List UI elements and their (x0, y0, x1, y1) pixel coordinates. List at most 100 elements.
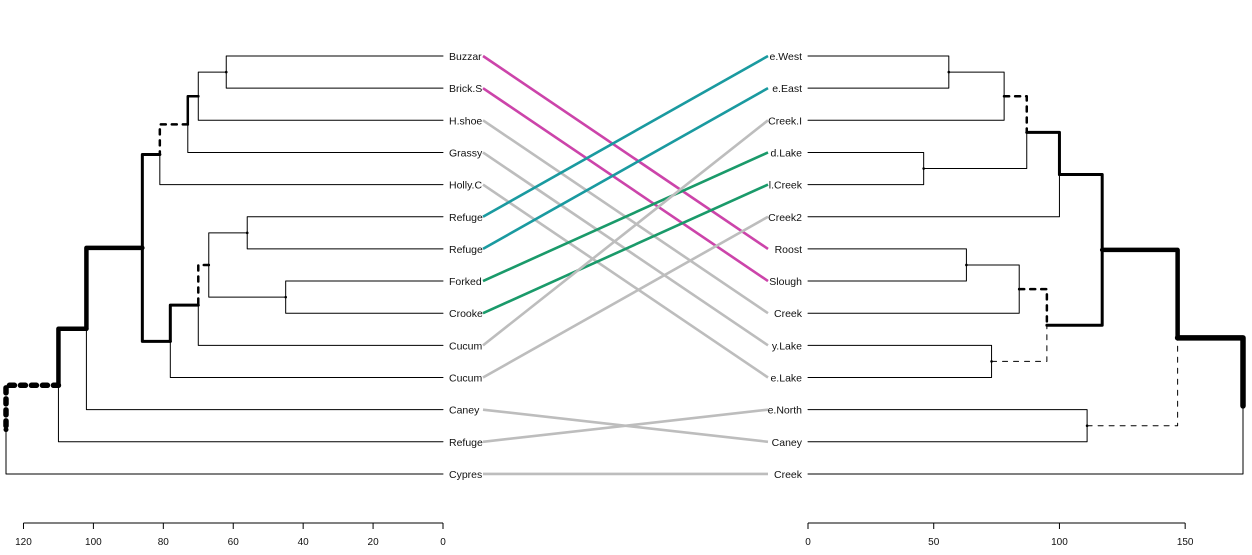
right-leaf-label: e.North (768, 405, 803, 417)
right-node (1240, 403, 1246, 409)
left-branch (3, 382, 62, 433)
left-branch (187, 123, 444, 153)
connection-line (482, 183, 769, 379)
right-branch (807, 168, 925, 186)
connection-lines (482, 54, 769, 476)
left-branch (168, 303, 200, 343)
left-leaf-label: Caney (449, 405, 480, 417)
right-branch (807, 248, 967, 266)
left-leaf-label: H.shoe (449, 115, 482, 127)
right-leaf-label: e.Lake (770, 373, 802, 385)
right-leaf-label: Creek2 (768, 212, 802, 224)
left-leaf-label: Refuge (449, 244, 483, 256)
connection-line (482, 215, 769, 379)
left-branch (158, 123, 190, 156)
connection-line (482, 87, 769, 283)
left-branch (57, 384, 444, 443)
left-branch (197, 263, 211, 307)
right-leaf-label: e.West (770, 51, 803, 63)
left-branch (197, 304, 444, 346)
left-axis-tick-label: 80 (158, 537, 170, 548)
left-axis-tick-label: 60 (228, 537, 240, 548)
left-node (3, 427, 9, 433)
connection-line (482, 54, 769, 250)
right-leaf-label: Creek (774, 308, 803, 320)
left-branch (56, 326, 89, 388)
right-leaf-label: Caney (772, 437, 803, 449)
right-axis-tick-label: 50 (928, 537, 940, 548)
right-branch (807, 360, 993, 378)
right-branch (1025, 130, 1061, 177)
right-branch (807, 95, 1005, 121)
right-leaf-label: Creek (774, 469, 803, 481)
right-branch (1086, 337, 1179, 427)
right-leaf-label: l.Creek (769, 180, 803, 192)
right-branch (923, 131, 1028, 170)
connection-line (482, 151, 769, 283)
right-branch (807, 425, 1088, 443)
left-branch (208, 232, 248, 266)
left-branch (169, 340, 444, 378)
right-branch (807, 409, 1088, 427)
left-branch (197, 71, 227, 97)
left-branch (285, 280, 444, 298)
connection-line (482, 183, 769, 315)
left-branch (208, 264, 287, 298)
left-axis-tick-label: 40 (298, 537, 310, 548)
left-leaf-label: Brick.S (449, 83, 482, 95)
left-axis-tick-label: 0 (440, 537, 446, 548)
right-branch (1057, 173, 1104, 252)
right-branch (807, 405, 1244, 475)
right-branch (807, 71, 950, 89)
left-branch (84, 245, 145, 332)
left-leaf-label: Refuge (449, 437, 483, 449)
left-branch (186, 94, 200, 126)
left-branch (140, 246, 172, 343)
connection-line (482, 119, 769, 347)
right-branch (1017, 287, 1049, 327)
left-axis-tick-label: 100 (85, 537, 102, 548)
left-leaf-label: Holly.C (449, 180, 482, 192)
left-leaf-label: Forked (449, 276, 482, 288)
left-branch (225, 55, 444, 73)
left-leaf-label: Refuge (449, 212, 483, 224)
left-branch (159, 153, 444, 186)
left-leaf-label: Crooke (449, 308, 483, 320)
right-branch (807, 174, 1060, 218)
right-leaf-label: Slough (769, 276, 802, 288)
right-branch (1174, 335, 1246, 409)
left-leaf-label: Cucum (449, 340, 483, 352)
right-branch (807, 264, 967, 282)
left-leaf-label: Buzzar (449, 51, 482, 63)
right-branch (1099, 247, 1180, 341)
left-leaf-labels: Buzzar Brick.S H.shoe Grassy Holly.C Refuge Re… (449, 51, 483, 481)
right-branch (1002, 94, 1029, 134)
right-branch (807, 344, 993, 362)
right-branch (948, 71, 1005, 97)
left-axis: 120 100 80 60 40 20 0 (15, 522, 446, 548)
left-axis-tick-label: 120 (15, 537, 32, 548)
right-dendrogram (807, 55, 1246, 475)
right-axis-tick-label: 0 (805, 537, 811, 548)
right-leaf-label: e.East (772, 83, 802, 95)
right-leaf-label: y.Lake (772, 340, 802, 352)
left-branch (285, 296, 444, 314)
right-leaf-labels: e.West e.East Creek.I d.Lake l.Creek Creek2 Ro… (768, 51, 803, 481)
right-leaf-label: Creek.I (768, 115, 802, 127)
left-branch (246, 216, 444, 234)
right-branch (965, 264, 1020, 290)
right-axis: 0 50 100 150 (805, 522, 1194, 548)
left-branch (246, 232, 444, 250)
left-branch (5, 429, 444, 475)
right-axis-tick-label: 150 (1177, 537, 1194, 548)
left-leaf-label: Cypres (449, 469, 482, 481)
left-dendrogram (3, 55, 444, 475)
right-leaf-label: d.Lake (770, 147, 802, 159)
left-branch (197, 95, 444, 121)
left-axis-tick-label: 20 (368, 537, 380, 548)
right-axis-tick-label: 100 (1051, 537, 1068, 548)
right-branch (991, 324, 1048, 362)
right-branch (807, 55, 950, 73)
right-branch (1045, 248, 1104, 327)
